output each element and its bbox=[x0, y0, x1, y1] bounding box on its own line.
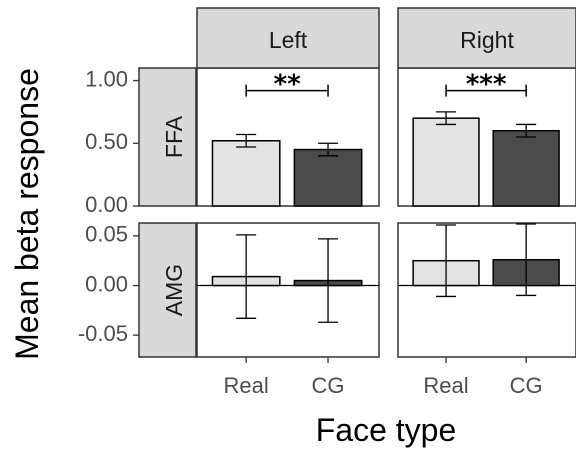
strips-layer: Left Right FFA AMG bbox=[138, 7, 576, 358]
sig-label-ffa-right: *** bbox=[466, 70, 507, 100]
panels-layer: ** *** bbox=[196, 67, 576, 358]
x-axis-title: Face type bbox=[316, 412, 457, 448]
strip-right bbox=[397, 7, 576, 69]
axes-layer: 1.00 0.50 0.00 0.05 0.00 -0.05 Real CG Real CG bbox=[78, 66, 543, 398]
y-tick-label-amg-left-2: -0.05 bbox=[78, 321, 128, 346]
x-tick-label-amg-right-cg: CG bbox=[510, 373, 543, 398]
strip-left bbox=[196, 7, 380, 69]
bar-ffa-right-real bbox=[412, 117, 480, 207]
x-tick-label-amg-right-real: Real bbox=[423, 373, 468, 398]
strip-label-right: Right bbox=[460, 27, 514, 53]
bar-ffa-left-real bbox=[211, 140, 281, 207]
strip-label-ffa: FFA bbox=[161, 115, 187, 158]
sig-label-ffa-left: ** bbox=[273, 70, 301, 100]
panel-amg-left bbox=[196, 222, 380, 358]
x-tick-label-amg-left-real: Real bbox=[224, 373, 269, 398]
y-tick-label-amg-left-0: 0.05 bbox=[85, 222, 128, 247]
strip-amg bbox=[138, 222, 197, 358]
strip-label-left: Left bbox=[269, 27, 308, 53]
bar-ffa-right-cg bbox=[492, 129, 560, 207]
y-tick-label-amg-left-1: 0.00 bbox=[85, 271, 128, 296]
y-tick-label-ffa-left-1: 0.50 bbox=[85, 129, 128, 154]
strip-ffa bbox=[138, 67, 197, 207]
y-tick-label-ffa-left-0: 1.00 bbox=[85, 66, 128, 91]
y-axis-title: Mean beta response bbox=[9, 68, 45, 360]
x-tick-label-amg-left-cg: CG bbox=[312, 373, 345, 398]
panel-amg-right bbox=[397, 222, 576, 358]
strip-label-amg: AMG bbox=[161, 264, 187, 316]
bar-ffa-left-cg bbox=[293, 148, 363, 207]
y-tick-label-ffa-left-2: 0.00 bbox=[85, 192, 128, 217]
